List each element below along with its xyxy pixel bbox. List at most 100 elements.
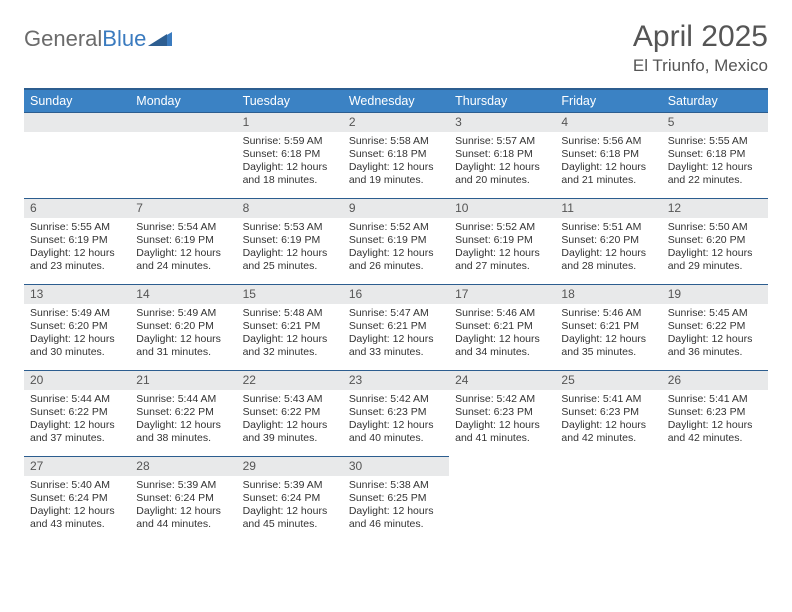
sunrise-line: Sunrise: 5:46 AM: [561, 307, 655, 320]
day-cell: 18Sunrise: 5:46 AMSunset: 6:21 PMDayligh…: [555, 284, 661, 370]
day-number: 8: [237, 198, 343, 218]
day-number: 7: [130, 198, 236, 218]
sunrise-line: Sunrise: 5:41 AM: [668, 393, 762, 406]
sunset-line: Sunset: 6:20 PM: [668, 234, 762, 247]
day-content: Sunrise: 5:43 AMSunset: 6:22 PMDaylight:…: [237, 390, 343, 448]
day-cell: 13Sunrise: 5:49 AMSunset: 6:20 PMDayligh…: [24, 284, 130, 370]
weekday-tuesday: Tuesday: [237, 89, 343, 112]
sunset-line: Sunset: 6:18 PM: [668, 148, 762, 161]
day-content: Sunrise: 5:38 AMSunset: 6:25 PMDaylight:…: [343, 476, 449, 534]
day-content: Sunrise: 5:46 AMSunset: 6:21 PMDaylight:…: [449, 304, 555, 362]
day-cell: 22Sunrise: 5:43 AMSunset: 6:22 PMDayligh…: [237, 370, 343, 456]
weekday-thursday: Thursday: [449, 89, 555, 112]
sunrise-line: Sunrise: 5:39 AM: [136, 479, 230, 492]
day-content: Sunrise: 5:49 AMSunset: 6:20 PMDaylight:…: [24, 304, 130, 362]
daylight-line: Daylight: 12 hours and 37 minutes.: [30, 419, 124, 445]
sunset-line: Sunset: 6:21 PM: [561, 320, 655, 333]
day-content: Sunrise: 5:55 AMSunset: 6:18 PMDaylight:…: [662, 132, 768, 190]
sunrise-line: Sunrise: 5:57 AM: [455, 135, 549, 148]
sunrise-line: Sunrise: 5:42 AM: [349, 393, 443, 406]
daylight-line: Daylight: 12 hours and 44 minutes.: [136, 505, 230, 531]
day-content: Sunrise: 5:48 AMSunset: 6:21 PMDaylight:…: [237, 304, 343, 362]
day-cell: 9Sunrise: 5:52 AMSunset: 6:19 PMDaylight…: [343, 198, 449, 284]
daylight-line: Daylight: 12 hours and 24 minutes.: [136, 247, 230, 273]
day-cell: 6Sunrise: 5:55 AMSunset: 6:19 PMDaylight…: [24, 198, 130, 284]
sunrise-line: Sunrise: 5:49 AM: [136, 307, 230, 320]
day-cell: 5Sunrise: 5:55 AMSunset: 6:18 PMDaylight…: [662, 112, 768, 198]
calendar-body: 1Sunrise: 5:59 AMSunset: 6:18 PMDaylight…: [24, 112, 768, 542]
day-content: Sunrise: 5:42 AMSunset: 6:23 PMDaylight:…: [449, 390, 555, 448]
sunset-line: Sunset: 6:18 PM: [349, 148, 443, 161]
day-cell: 19Sunrise: 5:45 AMSunset: 6:22 PMDayligh…: [662, 284, 768, 370]
sunset-line: Sunset: 6:23 PM: [561, 406, 655, 419]
daylight-line: Daylight: 12 hours and 42 minutes.: [561, 419, 655, 445]
sunrise-line: Sunrise: 5:55 AM: [30, 221, 124, 234]
calendar-row: 1Sunrise: 5:59 AMSunset: 6:18 PMDaylight…: [24, 112, 768, 198]
day-cell: 7Sunrise: 5:54 AMSunset: 6:19 PMDaylight…: [130, 198, 236, 284]
sunrise-line: Sunrise: 5:43 AM: [243, 393, 337, 406]
sunrise-line: Sunrise: 5:52 AM: [349, 221, 443, 234]
weekday-sunday: Sunday: [24, 89, 130, 112]
day-number: 17: [449, 284, 555, 304]
daylight-line: Daylight: 12 hours and 18 minutes.: [243, 161, 337, 187]
day-content: Sunrise: 5:52 AMSunset: 6:19 PMDaylight:…: [343, 218, 449, 276]
sunset-line: Sunset: 6:19 PM: [455, 234, 549, 247]
day-content: Sunrise: 5:56 AMSunset: 6:18 PMDaylight:…: [555, 132, 661, 190]
day-cell: 14Sunrise: 5:49 AMSunset: 6:20 PMDayligh…: [130, 284, 236, 370]
day-content: Sunrise: 5:54 AMSunset: 6:19 PMDaylight:…: [130, 218, 236, 276]
day-content: Sunrise: 5:57 AMSunset: 6:18 PMDaylight:…: [449, 132, 555, 190]
sunset-line: Sunset: 6:19 PM: [243, 234, 337, 247]
daylight-line: Daylight: 12 hours and 46 minutes.: [349, 505, 443, 531]
sunrise-line: Sunrise: 5:54 AM: [136, 221, 230, 234]
sunset-line: Sunset: 6:19 PM: [349, 234, 443, 247]
day-cell: 26Sunrise: 5:41 AMSunset: 6:23 PMDayligh…: [662, 370, 768, 456]
empty-cell: [449, 456, 555, 542]
sunset-line: Sunset: 6:21 PM: [349, 320, 443, 333]
day-cell: 25Sunrise: 5:41 AMSunset: 6:23 PMDayligh…: [555, 370, 661, 456]
sunrise-line: Sunrise: 5:51 AM: [561, 221, 655, 234]
calendar-table: SundayMondayTuesdayWednesdayThursdayFrid…: [24, 88, 768, 542]
month-title: April 2025: [633, 20, 768, 54]
daylight-line: Daylight: 12 hours and 32 minutes.: [243, 333, 337, 359]
sunset-line: Sunset: 6:24 PM: [136, 492, 230, 505]
sunrise-line: Sunrise: 5:40 AM: [30, 479, 124, 492]
daylight-line: Daylight: 12 hours and 30 minutes.: [30, 333, 124, 359]
sunset-line: Sunset: 6:25 PM: [349, 492, 443, 505]
daylight-line: Daylight: 12 hours and 36 minutes.: [668, 333, 762, 359]
day-number: 21: [130, 370, 236, 390]
day-content: Sunrise: 5:45 AMSunset: 6:22 PMDaylight:…: [662, 304, 768, 362]
day-content: Sunrise: 5:47 AMSunset: 6:21 PMDaylight:…: [343, 304, 449, 362]
sunrise-line: Sunrise: 5:50 AM: [668, 221, 762, 234]
sunrise-line: Sunrise: 5:39 AM: [243, 479, 337, 492]
day-cell: 3Sunrise: 5:57 AMSunset: 6:18 PMDaylight…: [449, 112, 555, 198]
logo-triangle-icon: [148, 30, 174, 48]
day-number: 18: [555, 284, 661, 304]
sunset-line: Sunset: 6:24 PM: [30, 492, 124, 505]
sunset-line: Sunset: 6:23 PM: [668, 406, 762, 419]
daylight-line: Daylight: 12 hours and 31 minutes.: [136, 333, 230, 359]
day-number: 24: [449, 370, 555, 390]
day-number: 16: [343, 284, 449, 304]
day-content: Sunrise: 5:44 AMSunset: 6:22 PMDaylight:…: [130, 390, 236, 448]
daylight-line: Daylight: 12 hours and 23 minutes.: [30, 247, 124, 273]
weekday-wednesday: Wednesday: [343, 89, 449, 112]
daylight-line: Daylight: 12 hours and 27 minutes.: [455, 247, 549, 273]
weekday-monday: Monday: [130, 89, 236, 112]
daylight-line: Daylight: 12 hours and 28 minutes.: [561, 247, 655, 273]
sunrise-line: Sunrise: 5:38 AM: [349, 479, 443, 492]
day-cell: 17Sunrise: 5:46 AMSunset: 6:21 PMDayligh…: [449, 284, 555, 370]
daylight-line: Daylight: 12 hours and 29 minutes.: [668, 247, 762, 273]
sunset-line: Sunset: 6:21 PM: [455, 320, 549, 333]
day-content: Sunrise: 5:59 AMSunset: 6:18 PMDaylight:…: [237, 132, 343, 190]
sunrise-line: Sunrise: 5:47 AM: [349, 307, 443, 320]
daylight-line: Daylight: 12 hours and 41 minutes.: [455, 419, 549, 445]
day-number: 3: [449, 112, 555, 132]
day-number: 30: [343, 456, 449, 476]
daylight-line: Daylight: 12 hours and 43 minutes.: [30, 505, 124, 531]
daylight-line: Daylight: 12 hours and 25 minutes.: [243, 247, 337, 273]
day-cell: 24Sunrise: 5:42 AMSunset: 6:23 PMDayligh…: [449, 370, 555, 456]
day-cell: 4Sunrise: 5:56 AMSunset: 6:18 PMDaylight…: [555, 112, 661, 198]
sunset-line: Sunset: 6:19 PM: [30, 234, 124, 247]
daylight-line: Daylight: 12 hours and 42 minutes.: [668, 419, 762, 445]
empty-daynum: [24, 112, 130, 132]
